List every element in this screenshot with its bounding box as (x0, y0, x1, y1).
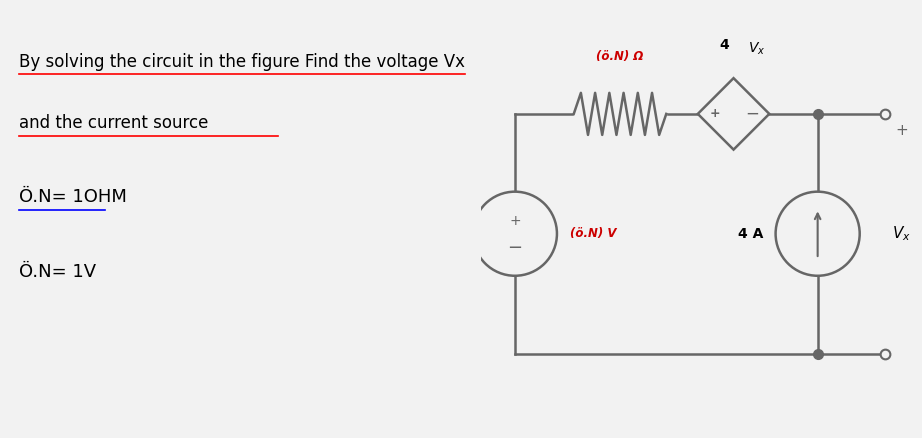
Text: 4 A: 4 A (738, 227, 763, 241)
Text: −: − (507, 240, 523, 258)
Text: (ö.N) Ω: (ö.N) Ω (597, 50, 644, 64)
Text: $V_x$: $V_x$ (892, 224, 911, 243)
Text: −: − (746, 105, 760, 123)
Text: Ö.N= 1V: Ö.N= 1V (19, 263, 96, 281)
Text: By solving the circuit in the figure Find the voltage Vx: By solving the circuit in the figure Fin… (19, 53, 466, 71)
Text: (ö.N) V: (ö.N) V (570, 227, 616, 240)
Text: +: + (895, 123, 908, 138)
Text: +: + (709, 107, 720, 120)
Text: +: + (509, 214, 521, 228)
Text: and the current source: and the current source (19, 114, 208, 132)
Polygon shape (698, 78, 769, 150)
Text: 4: 4 (719, 38, 729, 52)
Text: Ö.N= 1OHM: Ö.N= 1OHM (19, 188, 127, 206)
Text: $V_x$: $V_x$ (749, 40, 765, 57)
